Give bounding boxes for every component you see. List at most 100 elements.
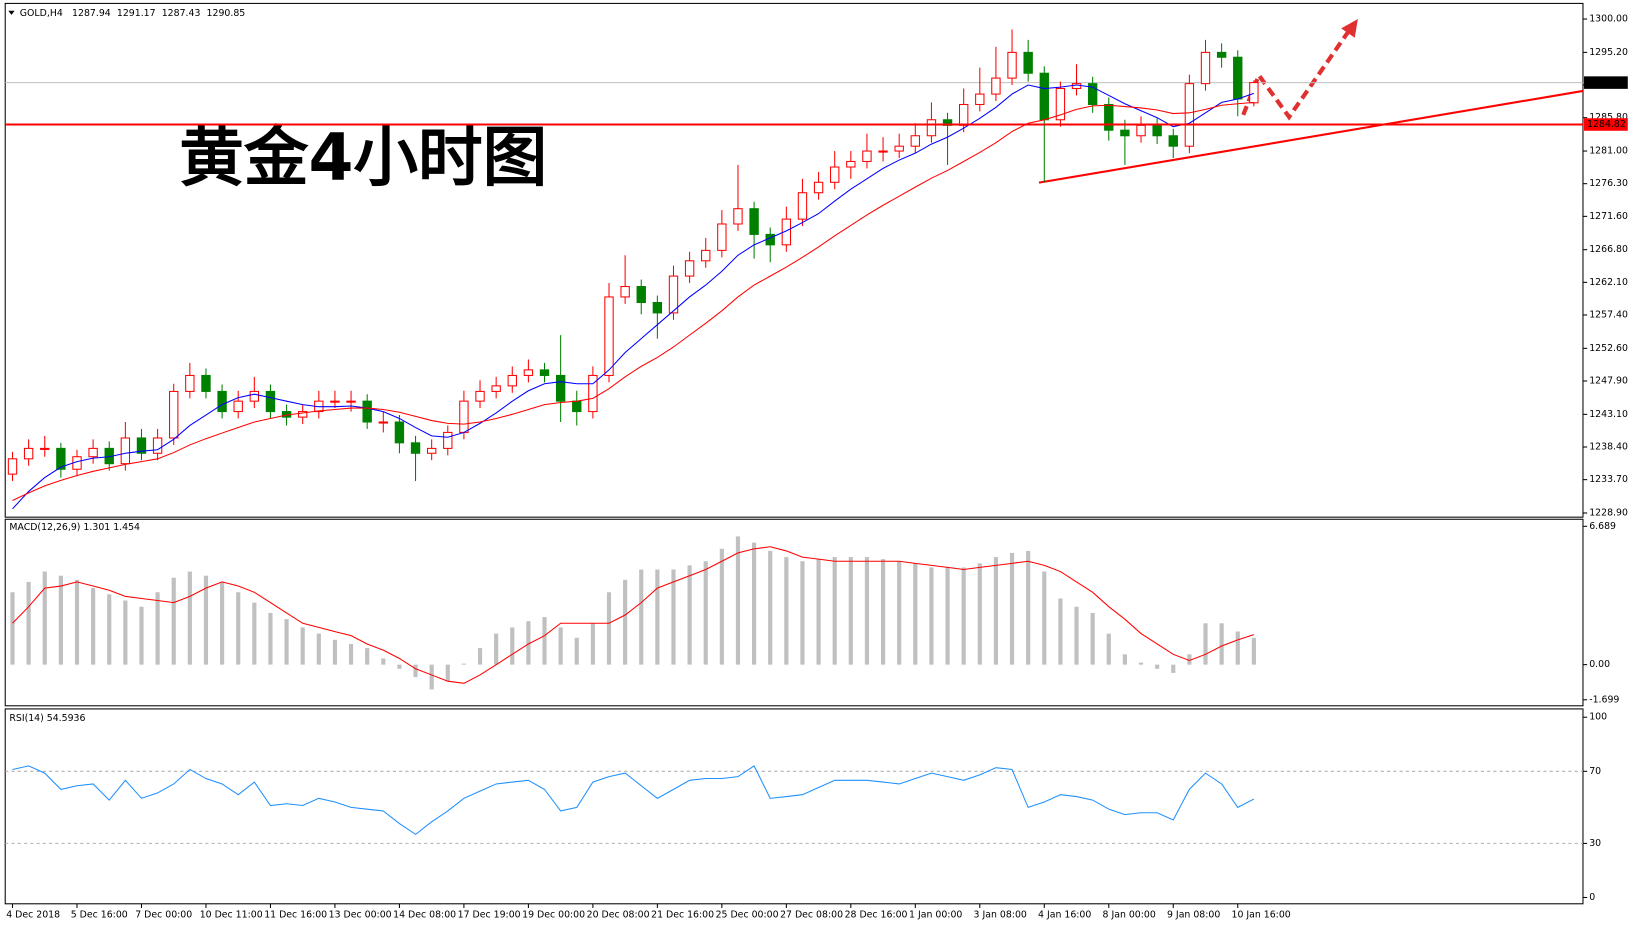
x-tick-label: 9 Jan 08:00 [1167,910,1220,921]
x-tick-label: 17 Dec 19:00 [458,910,521,921]
x-tick-label: 4 Jan 16:00 [1038,910,1091,921]
candle-body [878,150,888,153]
high: 1291.17 [117,7,156,18]
macd-bar [107,594,112,665]
candle-body [217,390,227,413]
macd-bar [236,592,241,665]
candle-body [265,390,276,413]
candle-body [846,160,856,168]
macd-bar [655,569,660,665]
candle-body [378,421,388,424]
candle-body [1120,129,1130,137]
level-label-box [1584,118,1628,131]
macd-bar [1138,662,1144,665]
candle-body [443,431,453,449]
y-tick-label: 6.689 [1589,521,1616,532]
candle-body [1136,124,1146,137]
candle-body [1152,124,1162,137]
trend-line [1038,89,1584,184]
candle-body [152,437,163,454]
macd-bar [187,571,192,665]
symbol: GOLD,H4 [20,7,63,18]
candle-body [1168,135,1178,147]
candle-body [362,400,372,423]
macd-bar [413,664,418,678]
macd-bar [268,612,273,665]
candle-body [926,119,937,137]
candle-body [88,447,98,458]
y-tick-label: 1243.10 [1589,409,1628,420]
close: 1290.85 [207,7,246,18]
macd-bar [477,648,483,665]
y-tick-label: 1276.30 [1589,178,1628,189]
macd-bar [58,575,63,665]
macd-bar [864,557,870,665]
x-tick-label: 21 Dec 16:00 [651,910,714,921]
candle-body [330,400,340,403]
y-tick-label: 1281.00 [1589,146,1628,157]
candle-body [636,285,646,304]
x-tick-label: 19 Dec 00:00 [522,910,585,921]
candle-body [491,385,501,392]
candle-body [298,411,308,418]
y-tick-label: 1295.20 [1589,47,1628,58]
macd-bar [74,579,80,665]
y-tick-label: 1238.40 [1589,441,1628,452]
header: GOLD,H4 1287.94 1291.17 1287.43 1290.85 [20,7,245,18]
x-tick-label: 10 Dec 11:00 [200,910,263,921]
price-label: 1290.85 [1587,77,1626,88]
rsi-title: RSI(14) 54.5936 [9,713,85,724]
candle-body [813,181,824,194]
candle-body [910,135,921,147]
candle-body [894,145,904,152]
candle-body [1184,83,1195,147]
candle-body [668,275,679,314]
signal-line [12,546,1255,684]
macd-bar [961,567,966,665]
candle-body [1104,103,1114,131]
candle-body [233,400,243,413]
x-tick-label: 13 Dec 00:00 [329,910,392,921]
macd-bar [913,563,918,665]
menu-triangle [8,10,15,15]
candle-body [1216,51,1227,58]
macd-bar [1042,571,1047,665]
candle-body [394,421,405,444]
macd-bar [252,602,257,665]
macd-bar [1106,633,1111,665]
macd-bar [445,664,450,682]
macd-bar [526,621,531,665]
macd-bar [558,627,563,665]
x-tick-label: 8 Jan 00:00 [1103,910,1156,921]
candle-body [830,166,840,183]
candle-body [588,374,598,413]
macd-title: MACD(12,26,9) 1.301 1.454 [9,522,140,533]
macd-bar [623,579,628,665]
macd-bar [590,623,595,665]
macd-bar [897,561,902,665]
macd-bar [1122,654,1127,665]
macd-bar [203,575,209,665]
macd-bar [1251,637,1256,665]
candle-body [346,400,356,403]
candle-body [1200,51,1211,85]
macd-bar [1090,612,1095,665]
x-tick-label: 27 Dec 08:00 [780,910,843,921]
y-tick-label: 100 [1589,712,1607,723]
macd-bar [735,536,741,665]
macd-bar [10,592,15,665]
candle-body [249,390,260,402]
y-tick-label: 1300.00 [1589,14,1628,25]
macd-bar [1026,550,1031,665]
macd-bar [606,592,612,665]
moving-average [12,84,1255,510]
y-tick-label: 1228.90 [1589,508,1628,519]
annotation: 黄金4小时图 [179,120,547,195]
candle-body [201,374,211,392]
macd-bar [1155,664,1160,669]
macd-bar [687,565,692,665]
macd-bar [284,619,289,665]
x-tick-label: 4 Dec 2018 [6,910,60,921]
macd-bar [639,569,644,665]
